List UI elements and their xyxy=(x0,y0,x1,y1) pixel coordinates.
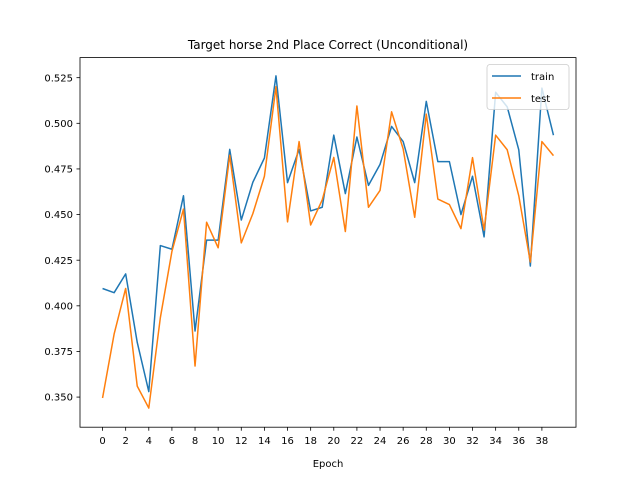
x-tick-label: 6 xyxy=(169,436,175,447)
x-tick-label: 14 xyxy=(258,436,271,447)
legend: train test xyxy=(486,64,570,110)
x-tick-label: 18 xyxy=(304,436,317,447)
y-tick-label: 0.450 xyxy=(44,210,73,221)
x-tick-label: 8 xyxy=(192,436,198,447)
x-tick-label: 0 xyxy=(99,436,105,447)
y-tick-label: 0.400 xyxy=(44,301,73,312)
x-tick-label: 36 xyxy=(512,436,525,447)
plot-frame xyxy=(79,57,577,428)
y-tick-label: 0.525 xyxy=(44,73,73,84)
series-line-train xyxy=(102,75,555,393)
legend-label-test: test xyxy=(531,94,550,105)
x-tick-label: 24 xyxy=(374,436,387,447)
x-tick-label: 32 xyxy=(466,436,479,447)
x-tick-label: 12 xyxy=(235,436,248,447)
series-layer xyxy=(101,75,555,409)
x-tick-label: 30 xyxy=(443,436,456,447)
y-tick-label: 0.475 xyxy=(44,165,73,176)
x-tick-label: 16 xyxy=(281,436,294,447)
y-tick-label: 0.350 xyxy=(44,393,73,404)
y-tick-label: 0.425 xyxy=(44,256,73,267)
y-tick-label: 0.375 xyxy=(44,347,73,358)
y-tick-label: 0.500 xyxy=(44,119,73,130)
x-axis: 0 2 4 6 8 10 12 14 16 18 20 22 24 26 28 30 32 34 36 38 xyxy=(99,427,548,447)
x-tick-label: 2 xyxy=(122,436,128,447)
legend-box xyxy=(486,64,570,110)
x-tick-label: 4 xyxy=(146,436,152,447)
x-tick-label: 20 xyxy=(327,436,340,447)
y-axis: 0.350 0.375 0.400 0.425 0.450 0.475 0.500 0.525 xyxy=(44,73,80,404)
x-axis-label: Epoch xyxy=(313,459,344,470)
chart-title: Target horse 2nd Place Correct (Uncondit… xyxy=(187,38,468,52)
x-tick-label: 38 xyxy=(536,436,549,447)
legend-label-train: train xyxy=(531,72,554,83)
x-tick-label: 10 xyxy=(212,436,225,447)
x-tick-label: 34 xyxy=(489,436,502,447)
x-tick-label: 28 xyxy=(420,436,433,447)
x-tick-label: 22 xyxy=(351,436,364,447)
series-line-test xyxy=(101,86,555,409)
x-tick-label: 26 xyxy=(397,436,410,447)
